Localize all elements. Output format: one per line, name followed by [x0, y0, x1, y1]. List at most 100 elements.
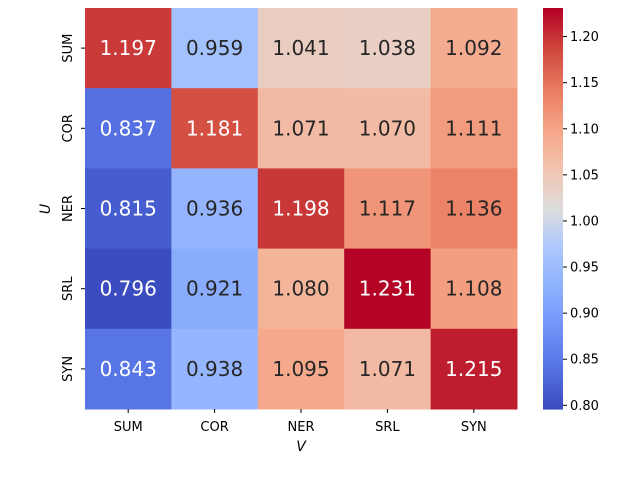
y-tick-label: SRL [61, 276, 76, 301]
colorbar-segment [543, 285, 563, 290]
heatmap-cell [171, 328, 259, 410]
heatmap-cell [257, 248, 345, 330]
colorbar-tick-label: 0.80 [570, 399, 599, 414]
colorbar-segment [543, 54, 563, 59]
colorbar-segment [543, 385, 563, 390]
colorbar-segment [543, 145, 563, 149]
colorbar-segment [543, 74, 563, 79]
colorbar-segment [543, 221, 563, 226]
colorbar-tick-label: 1.10 [570, 122, 599, 137]
colorbar-segment [543, 108, 563, 113]
colorbar-segment [543, 295, 563, 300]
cell-value-label: 0.921 [186, 277, 243, 301]
colorbar-segment [543, 128, 563, 133]
colorbar-segment [543, 91, 563, 96]
colorbar-segment [543, 165, 563, 169]
colorbar-segment [543, 111, 563, 116]
colorbar-segment [543, 31, 563, 36]
colorbar-segment [543, 41, 563, 46]
cell-value-label: 1.092 [445, 36, 502, 60]
colorbar-segment [543, 268, 563, 273]
colorbar-segment [543, 238, 563, 243]
cell-value-label: 1.231 [359, 277, 416, 301]
colorbar-segment [543, 11, 563, 16]
colorbar-segment [543, 282, 563, 286]
colorbar-segment [543, 241, 563, 246]
colorbar-segment [543, 388, 563, 393]
colorbar-segment [543, 228, 563, 233]
heatmap-cell [257, 8, 345, 89]
colorbar-segment [543, 251, 563, 256]
x-tick-label: COR [200, 420, 228, 435]
cell-value-label: 1.108 [445, 277, 502, 301]
cell-value-label: 1.117 [359, 197, 416, 221]
colorbar-segment [543, 208, 563, 213]
colorbar-segment [543, 335, 563, 340]
heatmap-cell [430, 248, 518, 330]
colorbar-segment [543, 365, 563, 370]
heatmap-cell [85, 248, 172, 330]
colorbar-segment [543, 345, 563, 350]
colorbar-segment [543, 342, 563, 347]
colorbar-segment [543, 308, 563, 313]
colorbar-segment [543, 325, 563, 330]
colorbar-segment [543, 38, 563, 43]
colorbar-segment [543, 155, 563, 159]
heatmap-cell [171, 88, 259, 169]
heatmap-cell [85, 328, 172, 410]
cell-value-label: 1.070 [359, 116, 416, 140]
colorbar-segment [543, 171, 563, 176]
cell-value-label: 0.815 [100, 197, 157, 221]
colorbar-segment [543, 395, 563, 400]
colorbar-segment [543, 372, 563, 377]
colorbar-segment [543, 375, 563, 380]
colorbar-segment [543, 148, 563, 153]
cell-value-label: 1.038 [359, 36, 416, 60]
colorbar-tick-label: 1.15 [570, 76, 599, 91]
colorbar-segment [543, 34, 563, 39]
colorbar-tick-label: 1.05 [570, 168, 599, 183]
colorbar-segment [543, 322, 563, 327]
cell-value-label: 1.136 [445, 197, 502, 221]
cell-value-label: 1.080 [272, 277, 329, 301]
cell-value-label: 1.181 [186, 116, 243, 140]
cell-value-label: 1.071 [359, 357, 416, 381]
cell-value-label: 1.041 [272, 36, 329, 60]
cell-value-label: 0.796 [100, 277, 157, 301]
colorbar-segment [543, 88, 563, 93]
colorbar-segment [543, 98, 563, 103]
colorbar-segment [543, 355, 563, 360]
cell-value-label: 1.095 [272, 357, 329, 381]
x-tick-label: SRL [375, 420, 400, 435]
colorbar-segment [543, 362, 563, 367]
colorbar-segment [543, 8, 563, 12]
colorbar-tick-label: 1.00 [570, 214, 599, 229]
colorbar-segment [543, 275, 563, 280]
colorbar-segment [543, 101, 563, 106]
cell-value-label: 1.198 [272, 197, 329, 221]
cell-value-label: 0.843 [100, 357, 157, 381]
colorbar-segment [543, 332, 563, 337]
colorbar-segment [543, 118, 563, 123]
cell-value-label: 1.111 [445, 116, 502, 140]
cell-value-label: 0.936 [186, 197, 243, 221]
colorbar-segment [543, 402, 563, 407]
heatmap-cell [344, 248, 432, 330]
colorbar-segment [543, 405, 563, 410]
cell-value-label: 0.938 [186, 357, 243, 381]
colorbar-segment [543, 205, 563, 210]
colorbar-segment [543, 248, 563, 253]
colorbar-segment [543, 48, 563, 53]
heatmap-cell [344, 328, 432, 410]
colorbar-segment [543, 158, 563, 163]
colorbar-segment [543, 368, 563, 373]
heatmap-cell [171, 248, 259, 330]
heatmap-cell [171, 8, 259, 89]
colorbar-segment [543, 315, 563, 320]
colorbar-segment [543, 94, 563, 99]
cell-value-label: 1.197 [100, 36, 157, 60]
heatmap-cell [85, 8, 172, 89]
colorbar-segment [543, 235, 563, 240]
